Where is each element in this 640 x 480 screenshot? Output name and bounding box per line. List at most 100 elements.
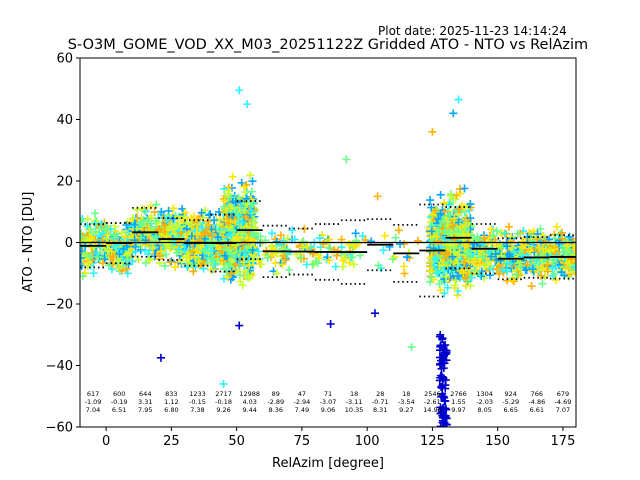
- bin-stat-label: -1.09: [85, 398, 102, 406]
- scatter-point: [498, 266, 507, 274]
- scatter-point: [445, 228, 454, 237]
- scatter-point: [152, 200, 161, 209]
- scatter-point: [349, 260, 358, 269]
- scatter-point: [220, 184, 229, 193]
- scatter-point: [135, 219, 144, 228]
- scatter-point: [334, 246, 343, 255]
- scatter-point: [296, 253, 305, 262]
- scatter-point: [278, 260, 287, 269]
- scatter-point: [146, 202, 155, 211]
- scatter-point: [478, 253, 487, 262]
- scatter-point: [443, 283, 452, 292]
- scatter-point: [437, 364, 446, 373]
- scatter-point: [352, 236, 361, 245]
- scatter-point: [433, 269, 442, 278]
- scatter-point: [539, 245, 548, 254]
- scatter-point: [443, 258, 452, 267]
- scatter-point: [454, 205, 463, 214]
- scatter-point: [466, 214, 475, 223]
- scatter-point: [438, 381, 447, 390]
- scatter-point: [229, 226, 238, 235]
- scatter-point: [193, 230, 202, 239]
- scatter-point: [492, 226, 501, 235]
- scatter-point: [245, 261, 254, 270]
- scatter-point: [447, 263, 456, 272]
- x-tick-label: 125: [420, 434, 445, 449]
- bin-stat-label: 1233: [189, 390, 206, 398]
- scatter-point: [121, 233, 130, 242]
- scatter-point: [221, 244, 230, 253]
- scatter-point: [101, 225, 110, 234]
- scatter-point: [213, 251, 222, 260]
- scatter-point: [541, 237, 550, 246]
- scatter-point: [487, 252, 496, 261]
- scatter-point: [207, 265, 216, 274]
- scatter-point: [114, 264, 123, 273]
- y-tick-label: −20: [46, 298, 73, 313]
- scatter-point: [83, 261, 92, 270]
- bin-statistics-lines: [80, 200, 576, 298]
- scatter-point: [151, 232, 160, 241]
- bin-stat-label: 9.26: [216, 406, 230, 414]
- scatter-point: [558, 234, 567, 243]
- bin-stat-label: -2.94: [293, 398, 310, 406]
- outlier-point: [235, 321, 244, 330]
- scatter-point: [379, 246, 388, 255]
- scatter-point: [489, 231, 498, 240]
- scatter-point: [193, 246, 202, 255]
- scatter-point: [136, 245, 145, 254]
- scatter-point: [442, 272, 451, 281]
- x-tick-label: 25: [163, 434, 180, 449]
- scatter-point: [124, 255, 133, 264]
- bin-stat-label: 6.80: [164, 406, 178, 414]
- scatter-point: [183, 231, 192, 240]
- scatter-point: [538, 279, 547, 288]
- scatter-point: [271, 259, 280, 268]
- y-tick-label: 40: [56, 113, 73, 128]
- scatter-point: [242, 233, 251, 242]
- bin-stat-label: 833: [165, 390, 177, 398]
- scatter-point: [150, 208, 159, 217]
- scatter-point: [445, 200, 454, 209]
- scatter-point: [131, 242, 140, 251]
- scatter-point: [510, 247, 519, 256]
- bin-stat-label: 8.36: [269, 406, 283, 414]
- scatter-point: [374, 261, 383, 270]
- scatter-point: [526, 247, 535, 256]
- bin-stat-label: 9.27: [399, 406, 413, 414]
- scatter-point: [447, 220, 456, 229]
- scatter-point: [143, 217, 152, 226]
- scatter-point: [463, 248, 472, 257]
- x-axis-label: RelAzim [degree]: [272, 456, 384, 471]
- scatter-point: [254, 256, 263, 265]
- bin-stat-label: 1.12: [164, 398, 178, 406]
- scatter-point: [263, 253, 272, 262]
- scatter-point: [196, 231, 205, 240]
- scatter-point: [182, 257, 191, 266]
- bin-stat-label: 71: [324, 390, 332, 398]
- scatter-point: [206, 210, 215, 219]
- scatter-point: [257, 260, 266, 269]
- x-tick-label: 75: [294, 434, 311, 449]
- scatter-point: [535, 243, 544, 252]
- scatter-point: [500, 229, 509, 238]
- scatter-point: [110, 230, 119, 239]
- scatter-point: [513, 229, 522, 238]
- scatter-point: [348, 253, 357, 262]
- scatter-point: [565, 232, 574, 241]
- scatter-point: [380, 231, 389, 240]
- scatter-point: [91, 209, 100, 218]
- scatter-point: [399, 262, 408, 271]
- bin-stat-label: -0.18: [215, 398, 232, 406]
- x-tick-label: 150: [485, 434, 510, 449]
- bin-stat-label: -2.03: [476, 398, 493, 406]
- scatter-point: [503, 259, 512, 268]
- scatter-point: [267, 229, 276, 238]
- scatter-point: [167, 257, 176, 266]
- scatter-point: [209, 255, 218, 264]
- scatter-point: [247, 187, 256, 196]
- scatter-point: [460, 184, 469, 193]
- scatter-point: [456, 266, 465, 275]
- bin-stat-label: -0.15: [189, 398, 206, 406]
- scatter-point: [233, 208, 242, 217]
